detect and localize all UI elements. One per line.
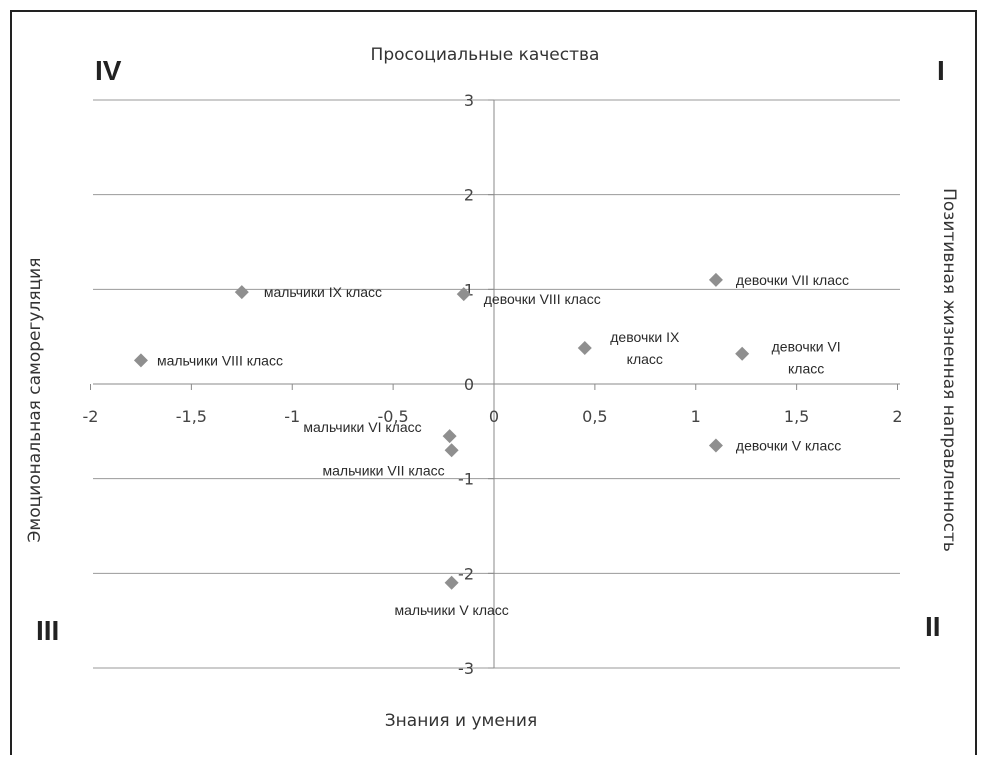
axes xyxy=(90,99,900,669)
data-points: девочки VII класс девочки VIII класс мальч… xyxy=(133,272,849,618)
axis-title-right: Позитивная жизненная направленность xyxy=(939,188,959,552)
y-tick-label: 3 xyxy=(464,91,474,110)
x-tick-label: 1 xyxy=(691,407,701,426)
tick-labels: -2 -1,5 -1 -0,5 0 0,5 1 1,5 2 -3 -2 -1 0 1 2 3 xyxy=(83,91,903,678)
x-tick-label: 1,5 xyxy=(784,407,809,426)
point-marker xyxy=(708,272,723,287)
axis-title-bottom: Знания и умения xyxy=(385,711,537,731)
grid-lines xyxy=(93,99,900,669)
x-tick-label: -0,5 xyxy=(378,407,409,426)
point-label: мальчики VIII класс xyxy=(157,352,283,368)
point-label: девочки V класс xyxy=(736,438,841,454)
point-label: мальчики VII класс xyxy=(322,462,444,478)
point-label: девочки VI класс xyxy=(772,339,841,377)
y-tick-label: -1 xyxy=(458,470,474,489)
y-tick-label: 0 xyxy=(464,375,474,394)
point-marker xyxy=(456,287,471,302)
x-tick-label: -1 xyxy=(284,407,300,426)
y-tick-label: 1 xyxy=(464,280,474,299)
y-tick-label: -3 xyxy=(458,659,474,678)
axis-title-left: Эмоциональная саморегуляция xyxy=(25,258,45,543)
point-marker xyxy=(133,353,148,368)
quadrant-label-i: I xyxy=(937,55,945,86)
point-label: девочки VII класс xyxy=(736,272,849,288)
point-marker xyxy=(442,429,457,444)
point-marker xyxy=(577,341,592,356)
point-label: девочки IX класс xyxy=(610,329,680,367)
point-marker xyxy=(708,438,723,453)
point-marker xyxy=(234,285,249,300)
y-tick-label: -2 xyxy=(458,564,474,583)
point-label: мальчики IX класс xyxy=(264,284,382,300)
x-tick-label: 0,5 xyxy=(582,407,607,426)
point-label: девочки VIII класс xyxy=(484,291,601,307)
point-label: мальчики VI класс xyxy=(303,419,421,435)
x-tick-label: -2 xyxy=(83,407,99,426)
x-tick-label: 0 xyxy=(489,407,499,426)
x-tick-label: -1,5 xyxy=(176,407,207,426)
quadrant-label-ii: II xyxy=(925,611,941,642)
point-marker xyxy=(444,575,459,590)
point-marker xyxy=(735,346,750,361)
y-tick-label: 2 xyxy=(464,186,474,205)
quadrant-label-iv: IV xyxy=(95,55,122,86)
point-marker xyxy=(444,443,459,458)
point-label: мальчики V класс xyxy=(394,602,508,618)
axis-title-top: Просоциальные качества xyxy=(371,45,600,65)
quadrant-label-iii: III xyxy=(36,615,59,646)
x-tick-label: 2 xyxy=(892,407,902,426)
